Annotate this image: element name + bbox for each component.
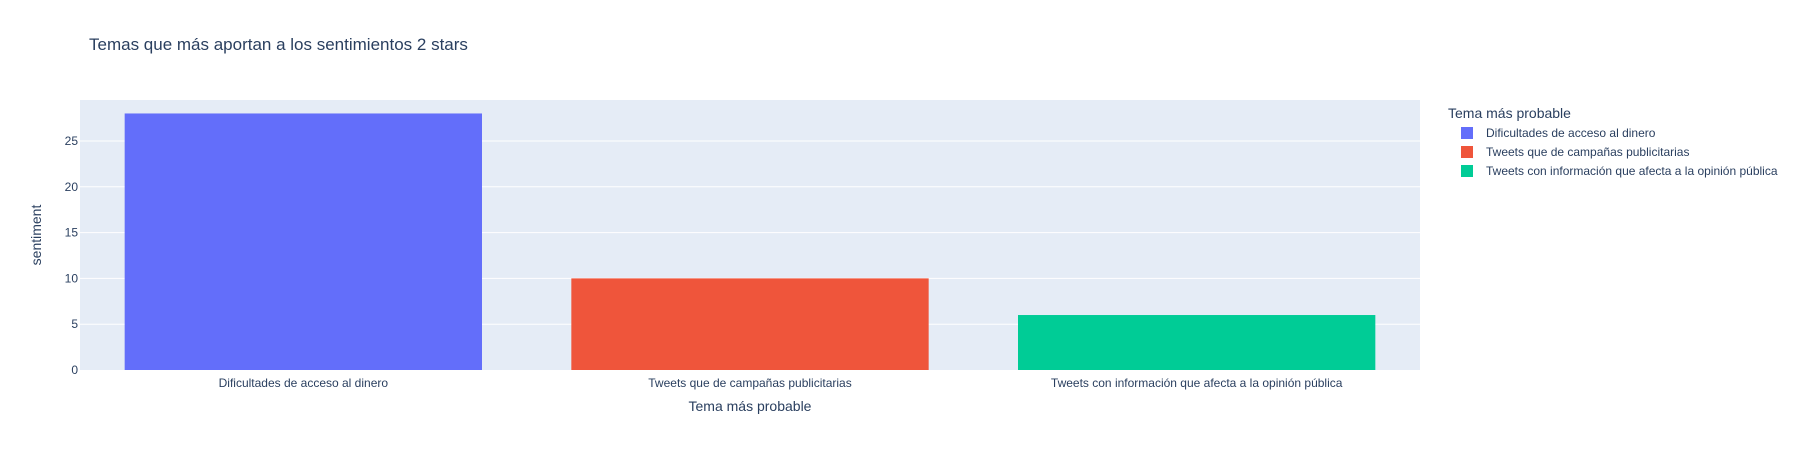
legend-label: Dificultades de acceso al dinero: [1486, 126, 1656, 140]
legend-item[interactable]: Tweets con información que afecta a la o…: [1461, 164, 1778, 178]
bar: [571, 278, 929, 370]
legend-swatch: [1461, 127, 1473, 139]
legend-title: Tema más probable: [1448, 105, 1571, 121]
y-tick-labels: 0 5 10 15 20 25: [65, 134, 79, 377]
legend-item[interactable]: Dificultades de acceso al dinero: [1461, 126, 1656, 140]
chart-title: Temas que más aportan a los sentimientos…: [89, 35, 468, 54]
y-tick-label: 25: [65, 134, 79, 148]
legend-label: Tweets que de campañas publicitarias: [1486, 145, 1689, 159]
y-tick-label: 5: [71, 317, 78, 331]
legend-items: Dificultades de acceso al dinero Tweets q…: [1461, 126, 1778, 178]
y-tick-label: 10: [65, 271, 79, 285]
bars: [124, 113, 1376, 371]
legend-item[interactable]: Tweets que de campañas publicitarias: [1461, 145, 1689, 159]
legend: Tema más probable Dificultades de acceso…: [1448, 105, 1778, 178]
y-tick-label: 0: [71, 363, 78, 377]
x-axis-title: Tema más probable: [689, 398, 812, 414]
y-tick-label: 20: [65, 180, 79, 194]
x-tick-label: Dificultades de acceso al dinero: [219, 376, 389, 390]
y-tick-label: 15: [65, 226, 79, 240]
legend-label: Tweets con información que afecta a la o…: [1486, 164, 1778, 178]
y-axis-title: sentiment: [28, 205, 44, 266]
x-tick-label: Tweets que de campañas publicitarias: [648, 376, 851, 390]
legend-swatch: [1461, 165, 1473, 177]
bar: [1018, 315, 1376, 370]
legend-swatch: [1461, 146, 1473, 158]
x-tick-labels: Dificultades de acceso al dinero Tweets q…: [219, 376, 1343, 390]
bar: [124, 113, 483, 371]
x-tick-label: Tweets con información que afecta a la o…: [1051, 376, 1343, 390]
